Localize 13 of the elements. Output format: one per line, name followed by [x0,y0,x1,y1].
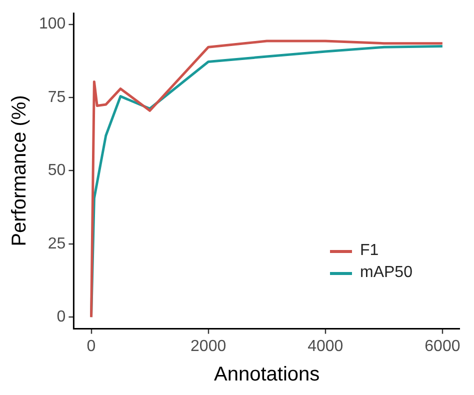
y-tick-label: 50 [48,162,66,180]
y-tick-label: 100 [38,16,66,33]
x-tick-label: 6000 [424,338,460,355]
y-tick-label: 75 [48,88,66,106]
x-axis-title: Annotations [214,364,320,386]
y-tick-label: 0 [56,308,66,326]
x-tick-label: 0 [86,338,96,355]
legend-label: F1 [360,242,379,260]
x-tick-label: 4000 [308,338,344,355]
legend-label: mAP50 [360,264,412,282]
y-axis-title: Performance (%) [8,95,31,246]
x-tick-label: 2000 [190,338,226,355]
y-tick-label: 25 [48,235,66,252]
